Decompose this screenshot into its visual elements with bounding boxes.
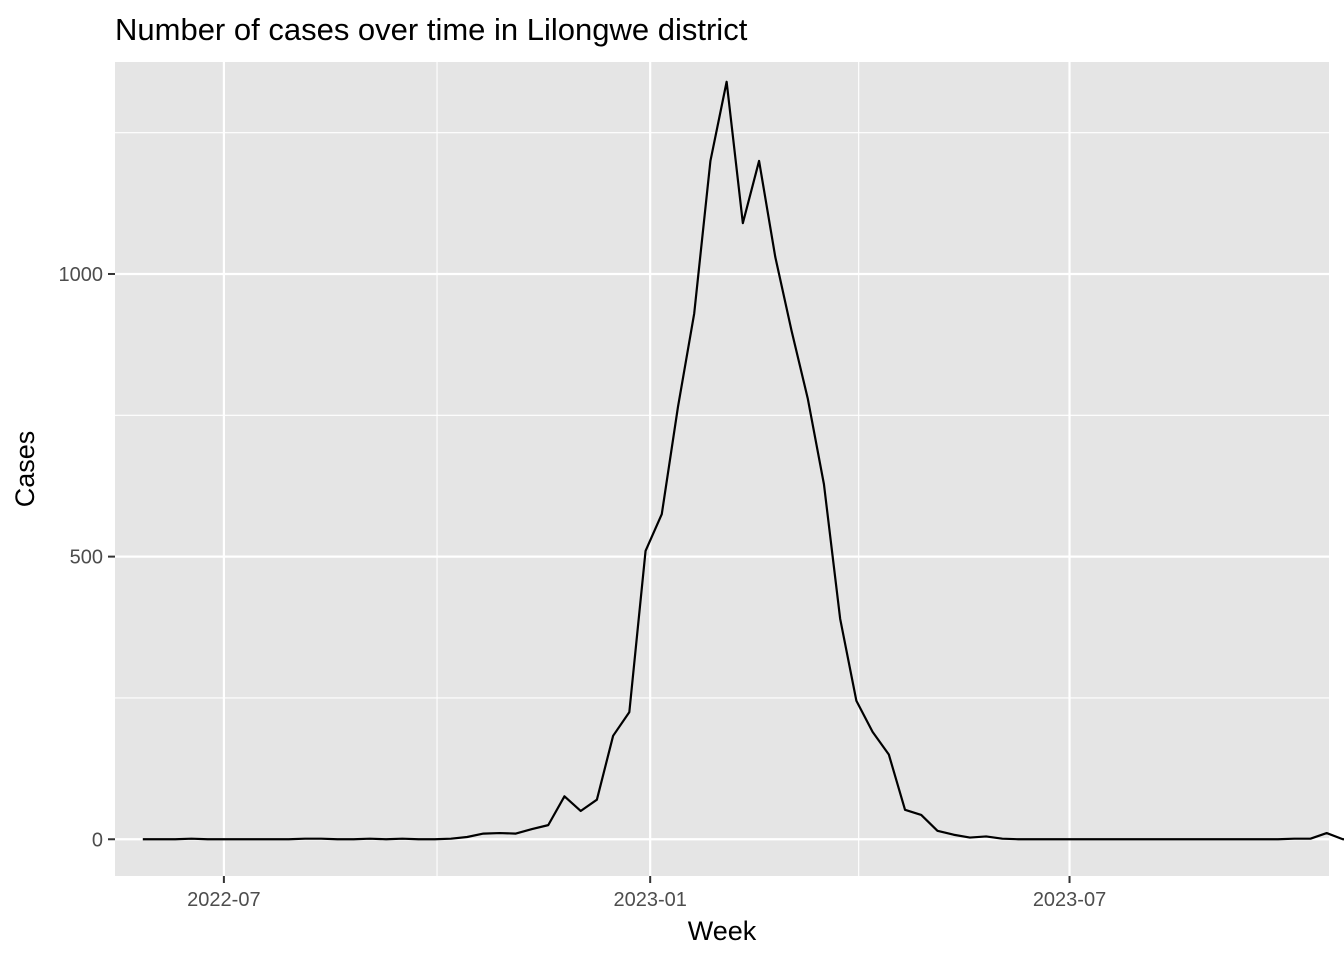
- plot-panel: [115, 62, 1329, 876]
- series-line: [142, 80, 1344, 841]
- grid-minor: [115, 62, 1329, 876]
- chart-title: Number of cases over time in Lilongwe di…: [115, 12, 748, 47]
- x-tick-label: 2023-07: [1033, 889, 1106, 911]
- y-tick-label: 0: [92, 829, 103, 851]
- y-axis: 0 500 1000: [59, 264, 115, 851]
- y-tick-label: 500: [70, 547, 103, 569]
- x-axis-title: Week: [688, 916, 757, 946]
- x-tick-label: 2022-07: [187, 889, 260, 911]
- y-tick-label: 1000: [59, 264, 104, 286]
- series-layer: [142, 80, 1344, 841]
- x-axis: 2022-07 2023-01 2023-07: [187, 876, 1106, 911]
- x-tick-label: 2023-01: [613, 889, 686, 911]
- y-axis-title: Cases: [10, 431, 40, 508]
